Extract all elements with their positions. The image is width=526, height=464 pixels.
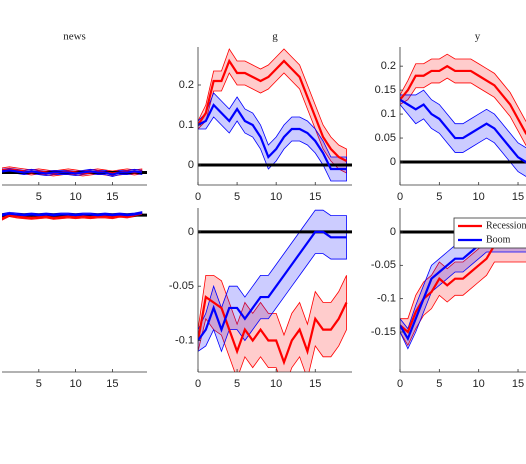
y-tick-label: 0 [188, 226, 194, 238]
plot-area [198, 48, 352, 182]
x-tick-label: 5 [436, 378, 442, 390]
x-tick-label: 15 [512, 191, 524, 203]
x-tick-label: 15 [106, 191, 118, 203]
legend-label: Recession [486, 220, 526, 231]
x-tick-label: 15 [309, 191, 321, 203]
x-tick-label: 10 [69, 191, 81, 203]
x-tick-label: 0 [397, 191, 403, 203]
x-tick-label: 10 [473, 191, 485, 203]
plot-area [400, 53, 526, 177]
x-tick-label: 0 [397, 378, 403, 390]
x-tick-label: 15 [512, 378, 524, 390]
legend-box [453, 217, 526, 249]
y-tick-label: 0.2 [179, 79, 194, 91]
series-line [400, 98, 526, 164]
y-tick-label: 0 [390, 226, 396, 238]
confidence-band [400, 89, 526, 177]
y-tick-label: -0.1 [377, 293, 396, 305]
x-tick-label: 5 [234, 191, 240, 203]
x-tick-label: 0 [195, 378, 201, 390]
plot-area [2, 166, 147, 178]
x-tick-label: 10 [473, 378, 485, 390]
confidence-band [400, 53, 526, 146]
legend-label: Boom [486, 234, 511, 245]
confidence-band [198, 92, 347, 182]
plot-area [198, 209, 352, 372]
series-line [2, 211, 143, 217]
y-tick-label: -0.15 [371, 326, 396, 338]
series-line [198, 230, 347, 342]
y-tick-label: 0.1 [381, 108, 396, 120]
series-line [2, 212, 143, 220]
x-tick-label: 10 [69, 378, 81, 390]
x-tick-label: 5 [234, 378, 240, 390]
x-tick-label: 5 [436, 191, 442, 203]
x-tick-label: 15 [106, 378, 118, 390]
x-tick-label: 10 [270, 378, 282, 390]
x-tick-label: 5 [36, 378, 42, 390]
y-tick-label: 0 [390, 156, 396, 168]
series-line [2, 169, 143, 176]
series-line [198, 103, 347, 171]
y-tick-label: -0.05 [169, 280, 194, 292]
y-tick-label: 0.05 [375, 132, 396, 144]
panel-title: g [272, 31, 278, 43]
y-tick-label: 0.1 [179, 119, 194, 131]
panel-title: news [63, 31, 86, 43]
y-tick-label: -0.05 [371, 259, 396, 271]
panel-title: y [475, 31, 481, 43]
series-line [198, 295, 348, 366]
plot-area [2, 211, 147, 221]
x-tick-label: 0 [195, 191, 201, 203]
y-tick-label: 0 [188, 159, 194, 171]
y-tick-label: 0.2 [381, 60, 396, 72]
y-tick-label: -0.1 [175, 334, 194, 346]
confidence-band [400, 228, 526, 347]
x-tick-label: 5 [36, 191, 42, 203]
series-line [198, 58, 348, 162]
x-tick-label: 15 [309, 378, 321, 390]
x-tick-label: 10 [270, 191, 282, 203]
series-line [400, 64, 526, 136]
y-tick-label: 0.15 [375, 84, 396, 96]
